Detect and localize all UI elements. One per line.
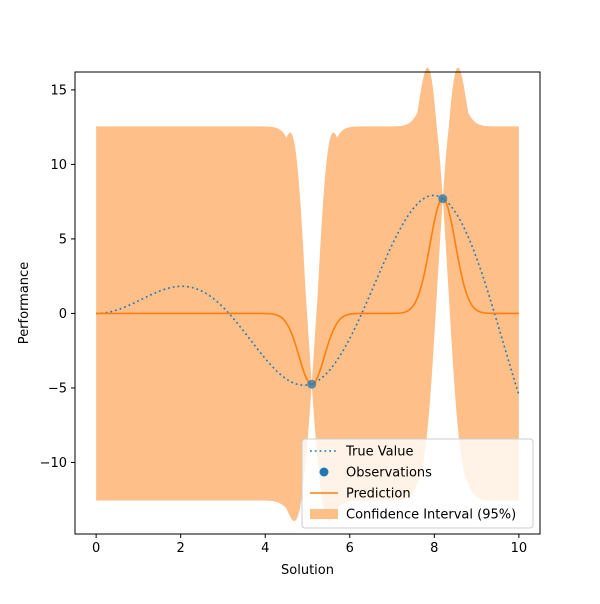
y-tick-label: 0	[59, 307, 67, 322]
legend-label: Observations	[346, 466, 432, 481]
plot-area	[96, 67, 520, 522]
x-tick-label: 2	[177, 541, 185, 556]
x-tick-label: 6	[346, 541, 354, 556]
x-tick-label: 8	[430, 541, 438, 556]
legend-observations-swatch	[319, 467, 329, 477]
x-tick-label: 0	[92, 541, 100, 556]
legend-confidence-swatch	[310, 509, 338, 519]
y-tick-label: 10	[50, 158, 67, 173]
legend-label: Confidence Interval (95%)	[346, 508, 516, 523]
legend: True Value Observations Prediction Confiden…	[301, 438, 534, 529]
legend-box	[301, 438, 534, 529]
axes: 0 2 4 6 8 10 −10 −5 0 5 10 15	[40, 71, 541, 556]
x-axis-label: Solution	[281, 563, 334, 578]
x-tick-label: 4	[261, 541, 269, 556]
prediction-line	[96, 197, 519, 386]
legend-label: True Value	[345, 445, 413, 460]
legend-label: Prediction	[346, 487, 411, 502]
x-tick-label: 10	[511, 541, 528, 556]
y-tick-label: 15	[50, 83, 67, 98]
y-axis-label: Performance	[17, 262, 32, 344]
observation-point	[438, 194, 448, 204]
confidence-interval-band	[96, 67, 519, 522]
y-tick-label: −5	[48, 381, 67, 396]
y-tick-label: −10	[40, 456, 67, 471]
axes-frame	[74, 71, 541, 535]
y-tick-label: 5	[59, 232, 67, 247]
observation-point	[307, 379, 317, 389]
